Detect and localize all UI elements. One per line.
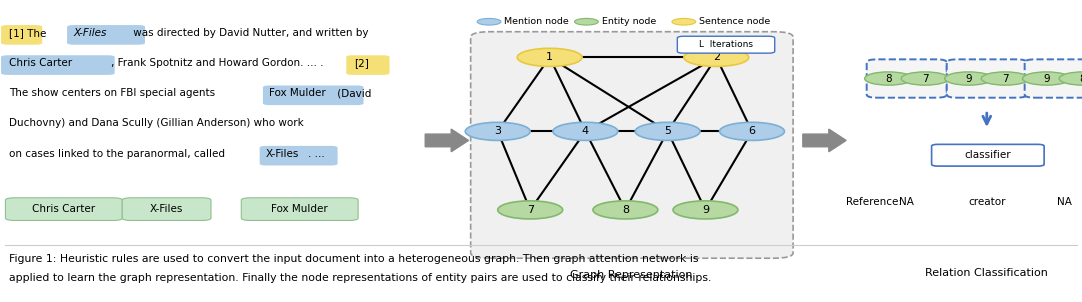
Text: Relation Classification: Relation Classification	[925, 268, 1048, 278]
Text: Entity node: Entity node	[602, 17, 656, 26]
Text: 4: 4	[582, 126, 589, 137]
Circle shape	[593, 201, 658, 219]
FancyBboxPatch shape	[241, 198, 358, 220]
Circle shape	[720, 122, 784, 140]
Circle shape	[575, 18, 598, 25]
Text: Reference:: Reference:	[846, 197, 902, 207]
Circle shape	[673, 201, 738, 219]
FancyBboxPatch shape	[346, 55, 390, 75]
Text: applied to learn the graph representation. Finally the node representations of e: applied to learn the graph representatio…	[9, 273, 711, 283]
Text: classifier: classifier	[964, 150, 1012, 160]
Text: Duchovny) and Dana Scully (Gillian Anderson) who work: Duchovny) and Dana Scully (Gillian Ander…	[9, 118, 303, 128]
Text: NA: NA	[899, 197, 914, 207]
Text: Figure 1: Heuristic rules are used to convert the input document into a heteroge: Figure 1: Heuristic rules are used to co…	[9, 254, 698, 264]
Text: [1] The: [1] The	[9, 28, 50, 38]
Text: 3: 3	[494, 126, 501, 137]
Text: X-Files: X-Files	[150, 204, 183, 214]
Text: 7: 7	[922, 73, 928, 84]
Circle shape	[517, 48, 582, 66]
Circle shape	[684, 48, 749, 66]
Circle shape	[1059, 72, 1082, 85]
FancyBboxPatch shape	[677, 36, 775, 53]
Text: on cases linked to the paranormal, called: on cases linked to the paranormal, calle…	[9, 149, 228, 159]
FancyBboxPatch shape	[867, 59, 947, 98]
Text: creator: creator	[968, 197, 1005, 207]
Circle shape	[1022, 72, 1070, 85]
FancyBboxPatch shape	[1025, 59, 1082, 98]
Text: Mention node: Mention node	[504, 17, 569, 26]
Text: Chris Carter: Chris Carter	[32, 204, 95, 214]
Text: 7: 7	[527, 205, 533, 215]
Text: X-Files: X-Files	[266, 149, 300, 159]
Circle shape	[477, 18, 501, 25]
FancyBboxPatch shape	[947, 59, 1027, 98]
Text: 6: 6	[749, 126, 755, 137]
Text: 2: 2	[713, 52, 720, 63]
Text: 7: 7	[1002, 73, 1008, 84]
FancyArrow shape	[803, 129, 846, 152]
FancyArrow shape	[425, 129, 469, 152]
Circle shape	[465, 122, 530, 140]
FancyBboxPatch shape	[263, 85, 364, 105]
Text: Graph Representation: Graph Representation	[569, 270, 692, 280]
Text: L  Iterations: L Iterations	[699, 40, 753, 49]
FancyBboxPatch shape	[1, 25, 42, 45]
Text: Chris Carter: Chris Carter	[9, 58, 71, 68]
FancyBboxPatch shape	[471, 32, 793, 258]
Text: 9: 9	[1043, 73, 1050, 84]
Text: NA: NA	[1057, 197, 1072, 207]
Text: Fox Mulder: Fox Mulder	[269, 88, 326, 98]
Text: [2]: [2]	[354, 58, 369, 68]
Text: 8: 8	[1080, 73, 1082, 84]
Text: 8: 8	[885, 73, 892, 84]
FancyBboxPatch shape	[122, 198, 211, 220]
Circle shape	[498, 201, 563, 219]
Circle shape	[945, 72, 992, 85]
Circle shape	[901, 72, 949, 85]
Text: 1: 1	[546, 52, 553, 63]
Circle shape	[981, 72, 1029, 85]
Circle shape	[635, 122, 700, 140]
FancyBboxPatch shape	[932, 144, 1044, 166]
Text: Sentence node: Sentence node	[699, 17, 770, 26]
Text: was directed by David Nutter, and written by: was directed by David Nutter, and writte…	[130, 28, 368, 38]
Text: 9: 9	[965, 73, 972, 84]
Text: (David: (David	[334, 88, 372, 98]
FancyBboxPatch shape	[1, 55, 115, 75]
FancyBboxPatch shape	[67, 25, 145, 45]
Text: 5: 5	[664, 126, 671, 137]
Circle shape	[553, 122, 618, 140]
Circle shape	[672, 18, 696, 25]
FancyBboxPatch shape	[260, 146, 338, 165]
Text: The show centers on FBI special agents: The show centers on FBI special agents	[9, 88, 219, 98]
Text: , Frank Spotnitz and Howard Gordon. ... .: , Frank Spotnitz and Howard Gordon. ... …	[111, 58, 324, 68]
Text: 8: 8	[622, 205, 629, 215]
Text: X-Files: X-Files	[74, 28, 107, 38]
Text: Fox Mulder: Fox Mulder	[272, 204, 328, 214]
FancyBboxPatch shape	[5, 198, 122, 220]
Circle shape	[865, 72, 912, 85]
Text: 9: 9	[702, 205, 709, 215]
Text: . ...: . ...	[308, 149, 325, 159]
